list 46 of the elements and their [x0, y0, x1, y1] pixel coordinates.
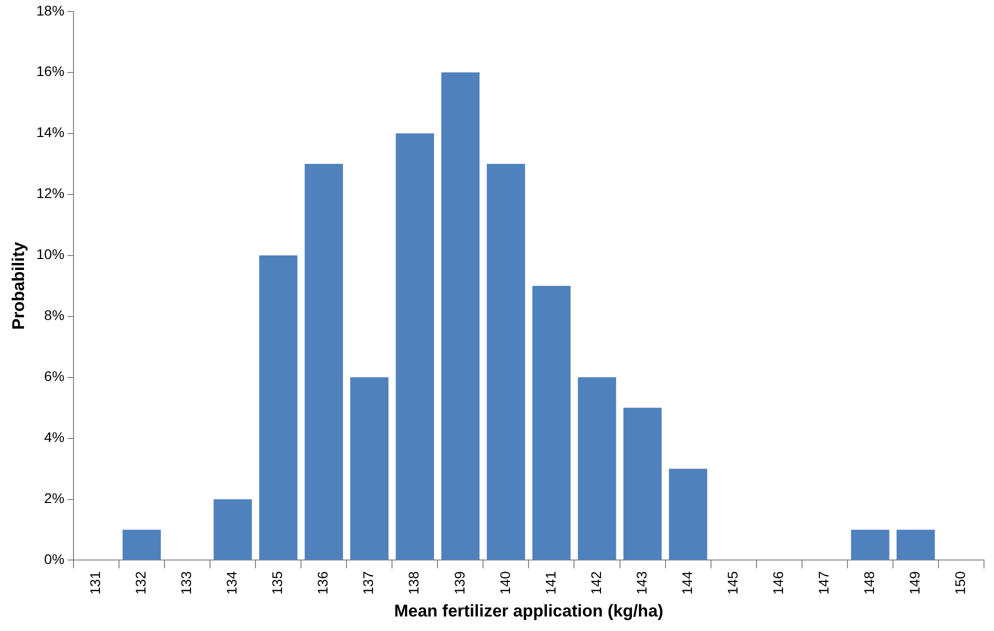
bar [122, 530, 161, 560]
bar [259, 255, 298, 560]
bar [396, 133, 434, 560]
x-tick-label: 147 [816, 571, 832, 595]
y-tick-label: 10% [36, 246, 64, 262]
y-tick-label: 14% [36, 124, 64, 140]
bar [623, 408, 662, 560]
x-tick-label: 131 [87, 571, 104, 595]
x-tick-label: 145 [724, 571, 740, 595]
x-tick-label: 132 [132, 571, 149, 595]
y-axis-title: Probability [8, 241, 28, 330]
bar [486, 164, 526, 560]
bar [350, 377, 388, 560]
bar [532, 286, 571, 560]
bar [668, 468, 708, 560]
x-tick-label: 137 [360, 571, 376, 595]
x-tick-label: 135 [269, 571, 286, 595]
y-tick-label: 16% [36, 63, 64, 80]
x-tick-label: 146 [770, 571, 786, 595]
bar [896, 530, 935, 560]
x-axis-title: Mean fertilizer application (kg/ha) [394, 601, 664, 620]
x-tick-label: 134 [224, 571, 240, 595]
x-tick-label: 138 [406, 571, 422, 595]
x-tick-label: 142 [588, 571, 604, 595]
bar [851, 530, 890, 560]
y-tick-label: 12% [36, 185, 64, 202]
bar [441, 72, 480, 560]
y-tick-label: 4% [44, 429, 64, 446]
x-tick-label: 149 [906, 571, 923, 595]
x-tick-label: 143 [633, 571, 650, 595]
x-tick-label: 141 [542, 571, 558, 595]
y-tick-label: 18% [36, 2, 64, 18]
x-tick-label: 150 [952, 571, 968, 595]
bar [214, 499, 252, 560]
x-tick-label: 136 [314, 571, 331, 595]
y-tick-label: 2% [44, 490, 64, 506]
y-tick-label: 0% [44, 551, 64, 568]
bar [578, 377, 616, 560]
y-tick-label: 6% [44, 368, 64, 384]
x-tick-label: 144 [678, 571, 695, 595]
x-tick-label: 140 [496, 571, 513, 595]
bar [304, 164, 343, 560]
y-tick-label: 8% [44, 307, 64, 324]
x-tick-label: 133 [178, 571, 194, 595]
x-tick-label: 148 [861, 571, 878, 595]
x-tick-label: 139 [451, 571, 468, 595]
